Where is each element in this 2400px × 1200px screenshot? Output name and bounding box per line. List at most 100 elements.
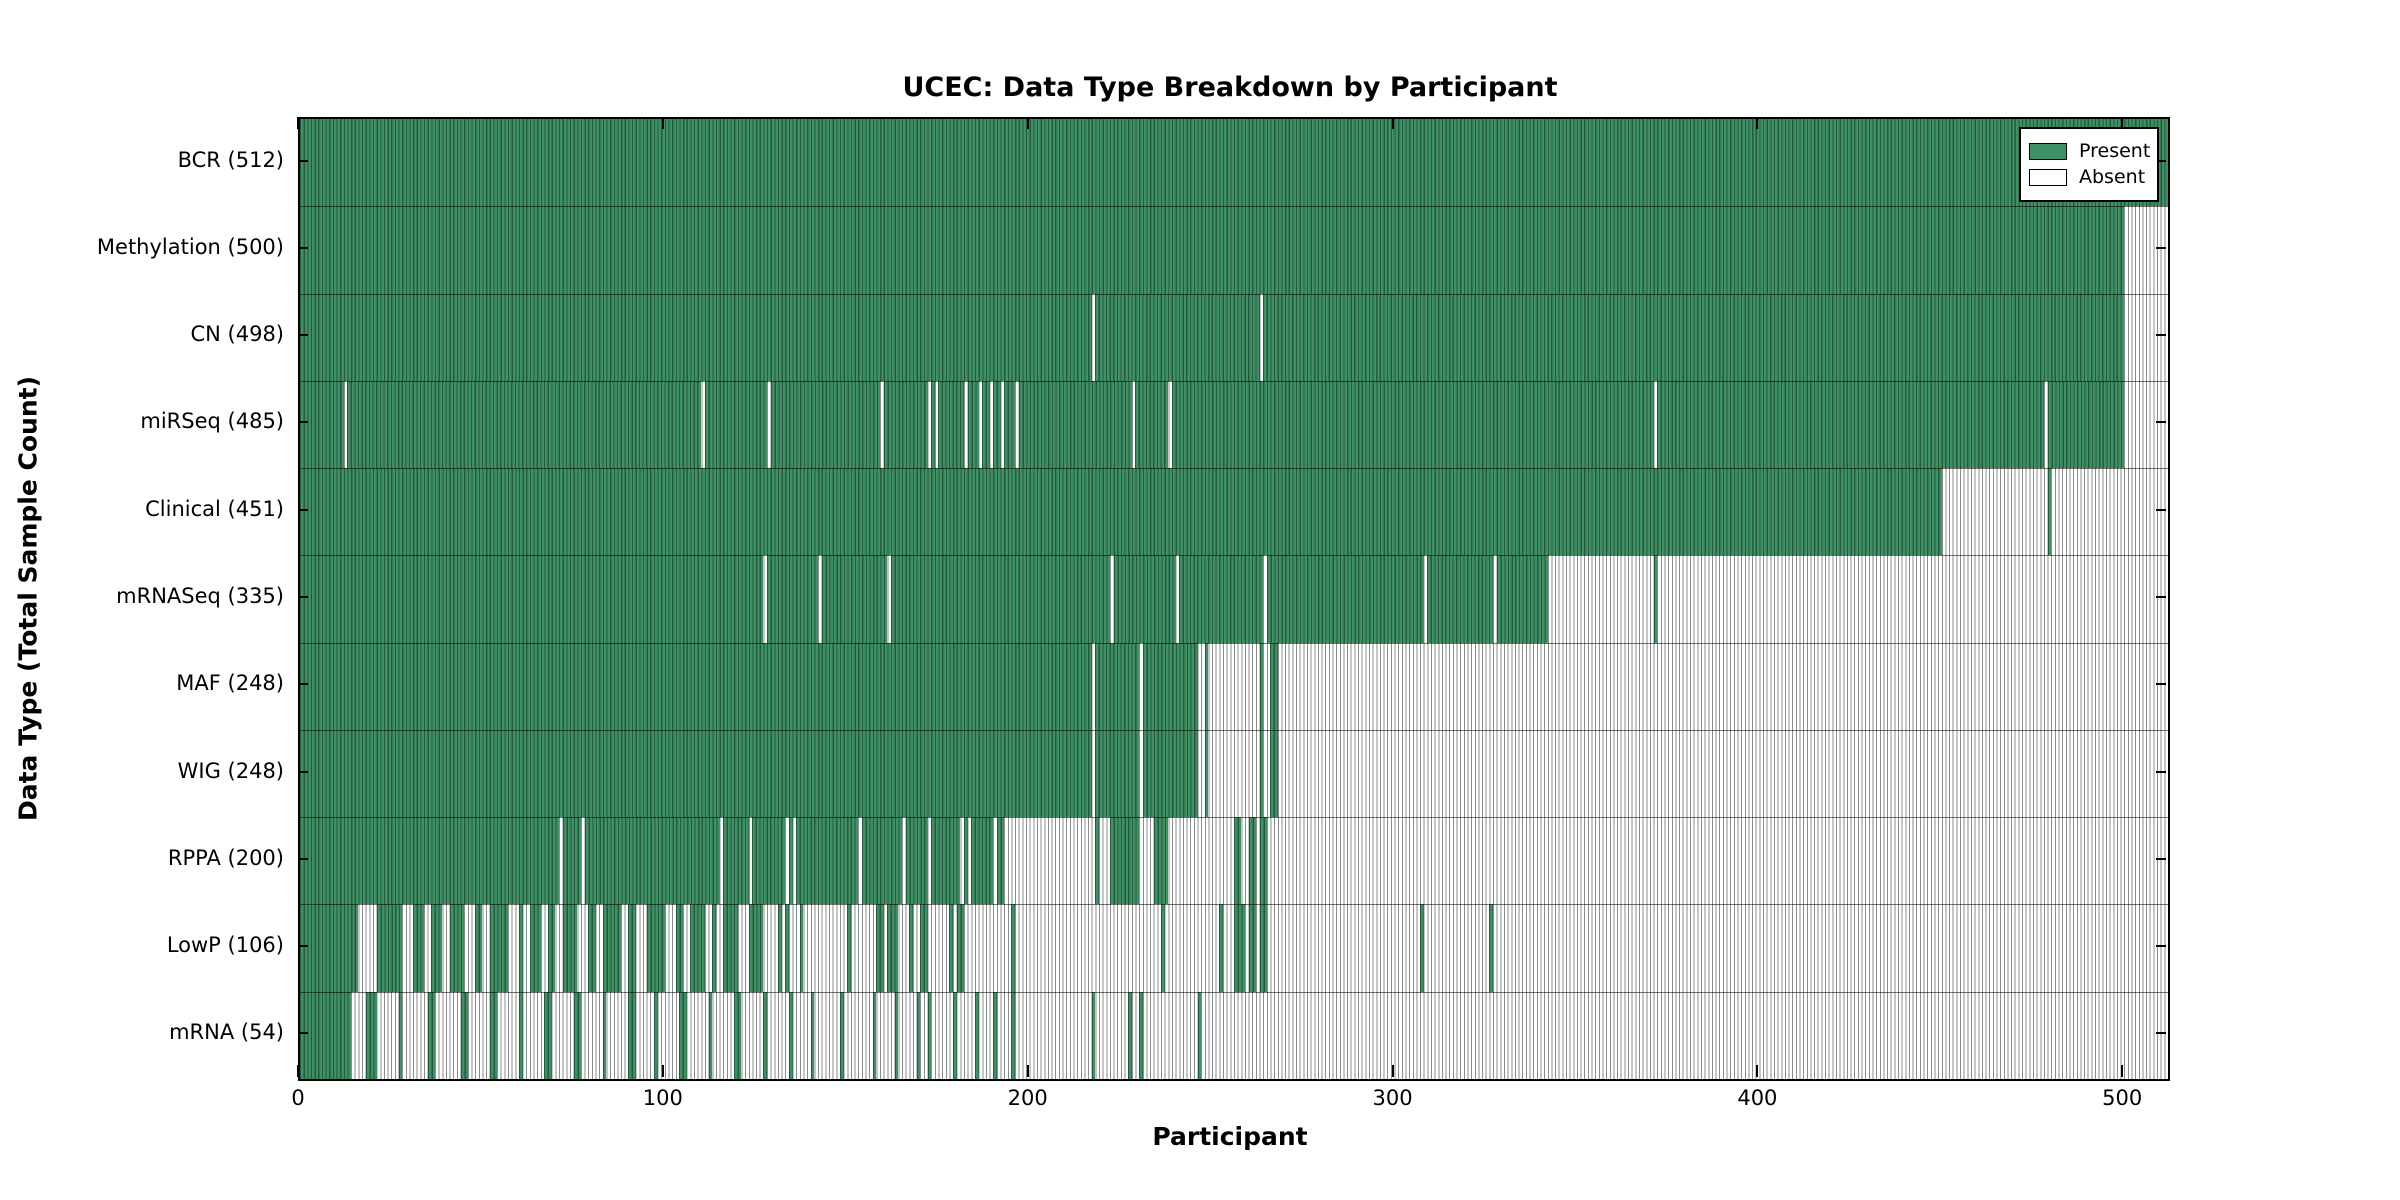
present-segment <box>993 991 997 1079</box>
present-segment <box>300 555 764 643</box>
present-segment <box>562 817 581 905</box>
y-tick-mark <box>2156 1032 2166 1035</box>
present-segment <box>883 380 928 469</box>
row-Clinical <box>300 468 2168 556</box>
legend: Present Absent <box>2019 127 2159 202</box>
present-segment <box>529 904 541 992</box>
legend-absent-label: Absent <box>2079 166 2146 188</box>
present-segment <box>748 904 764 992</box>
present-segment <box>847 904 851 992</box>
present-segment <box>1427 555 1494 643</box>
present-segment <box>767 555 819 643</box>
present-segment <box>1128 991 1132 1079</box>
present-segment <box>887 904 899 992</box>
present-segment <box>2047 380 2125 469</box>
present-segment <box>1153 817 1169 905</box>
chart-title: UCEC: Data Type Breakdown by Participant <box>902 72 1558 103</box>
present-segment <box>931 817 961 905</box>
present-segment <box>1095 729 1140 818</box>
present-segment <box>489 904 508 992</box>
present-segment <box>1248 817 1256 905</box>
y-tick-mark <box>298 421 308 424</box>
y-tick-mark <box>2156 770 2166 773</box>
x-axis-label: Participant <box>1152 1122 1308 1151</box>
present-segment <box>916 991 921 1079</box>
present-segment <box>300 642 1092 730</box>
present-segment <box>646 904 665 992</box>
y-tick-label-BCR: BCR (512) <box>177 147 284 172</box>
row-mRNA <box>300 991 2168 1079</box>
present-segment <box>489 991 498 1079</box>
present-segment <box>1018 380 1132 469</box>
row-divider <box>300 991 2168 993</box>
y-tick-mark <box>298 246 308 249</box>
row-divider <box>300 468 2168 470</box>
present-segment <box>894 991 899 1079</box>
present-segment <box>690 904 705 992</box>
x-tick-label-200: 200 <box>1007 1086 1048 1110</box>
present-segment <box>427 991 435 1079</box>
y-tick-mark <box>298 857 308 860</box>
row-LowP <box>300 904 2168 992</box>
present-segment <box>872 991 877 1079</box>
present-segment <box>376 904 403 992</box>
present-segment <box>1270 642 1278 730</box>
present-segment <box>821 555 888 643</box>
y-tick-mark <box>2156 508 2166 511</box>
present-segment <box>982 380 990 469</box>
present-segment <box>876 904 884 992</box>
x-tick-label-300: 300 <box>1372 1086 1413 1110</box>
y-tick-mark <box>298 334 308 337</box>
present-segment <box>602 991 607 1079</box>
present-segment <box>799 904 804 992</box>
x-tick-mark <box>1756 1065 1759 1077</box>
present-segment <box>653 991 658 1079</box>
present-segment <box>1135 380 1169 469</box>
x-tick-label-100: 100 <box>642 1086 683 1110</box>
present-segment <box>723 904 738 992</box>
row-CN <box>300 293 2168 381</box>
present-segment <box>708 991 713 1079</box>
present-segment <box>770 380 881 469</box>
y-tick-label-WIG: WIG (248) <box>177 758 284 783</box>
y-tick-mark <box>2156 945 2166 948</box>
y-tick-label-Clinical: Clinical (451) <box>145 496 284 521</box>
row-divider <box>300 642 2168 644</box>
row-divider <box>300 817 2168 819</box>
present-segment <box>1197 991 1202 1079</box>
present-segment <box>1270 729 1278 818</box>
present-segment <box>365 991 377 1079</box>
present-segment <box>1095 817 1099 905</box>
present-segment <box>300 904 359 992</box>
legend-entry-absent: Absent <box>2029 166 2147 188</box>
present-segment <box>1420 904 1424 992</box>
y-tick-mark <box>298 159 308 162</box>
present-segment <box>1171 380 1654 469</box>
row-mRNASeq <box>300 555 2168 643</box>
present-segment <box>398 991 403 1079</box>
present-segment <box>1011 991 1016 1079</box>
present-segment <box>1095 642 1140 730</box>
present-segment <box>1489 904 1494 992</box>
x-tick-mark <box>1391 117 1394 129</box>
present-segment <box>347 380 702 469</box>
row-divider <box>300 555 2168 557</box>
present-segment <box>974 991 979 1079</box>
x-tick-mark <box>297 117 299 129</box>
y-tick-label-MAF: MAF (248) <box>176 671 284 696</box>
present-segment <box>1204 642 1209 730</box>
x-tick-mark <box>2121 117 2124 129</box>
present-segment <box>1266 555 1424 643</box>
y-tick-mark <box>298 770 308 773</box>
legend-entry-present: Present <box>2029 140 2150 162</box>
y-tick-mark <box>2156 421 2166 424</box>
present-segment <box>1263 293 2125 381</box>
present-segment <box>788 817 793 905</box>
present-segment <box>920 904 928 992</box>
present-segment <box>1004 380 1016 469</box>
present-segment <box>475 904 483 992</box>
present-segment <box>996 817 1005 905</box>
present-segment <box>971 817 994 905</box>
present-segment <box>628 991 636 1079</box>
